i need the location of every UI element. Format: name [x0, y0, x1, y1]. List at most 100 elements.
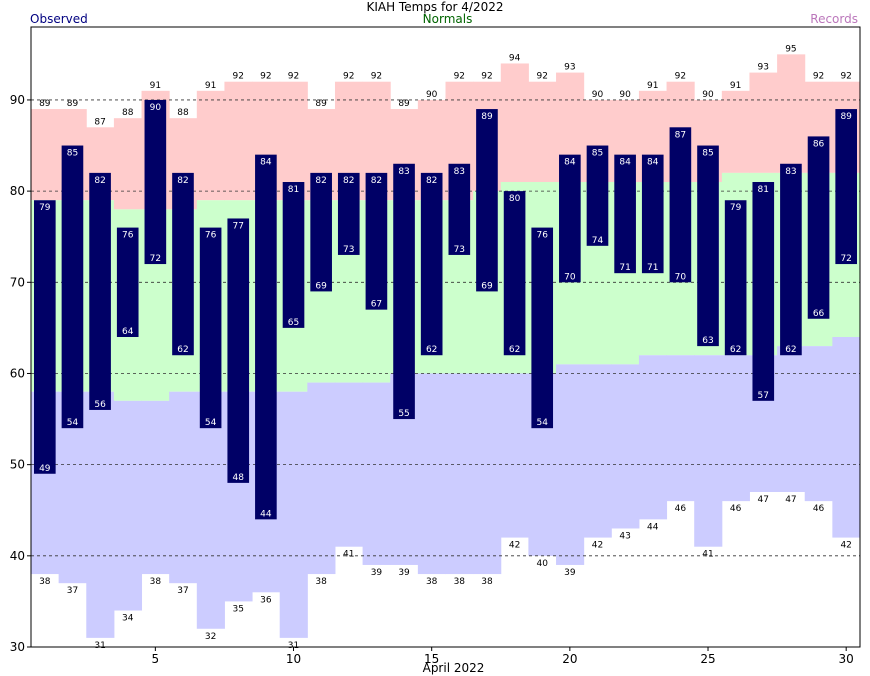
record-high-label: 89: [67, 99, 79, 109]
record-low-band: [445, 373, 474, 575]
observed-bar: [365, 172, 388, 310]
x-tick-label: 20: [562, 652, 577, 666]
observed-high-label: 85: [67, 149, 78, 159]
observed-bar: [337, 172, 360, 255]
record-high-band: [721, 90, 750, 173]
record-high-label: 87: [94, 117, 105, 127]
observed-high-label: 82: [371, 176, 382, 186]
observed-low-label: 48: [233, 473, 245, 483]
record-low-band: [638, 355, 668, 520]
observed-bar: [531, 227, 554, 429]
observed-bar: [61, 145, 84, 429]
record-low-band: [86, 391, 115, 638]
observed-high-label: 83: [454, 167, 465, 177]
record-low-band: [169, 391, 198, 584]
observed-high-label: 82: [94, 176, 105, 186]
record-high-label: 92: [260, 72, 271, 82]
observed-bar: [752, 182, 775, 401]
record-low-label: 38: [39, 577, 51, 587]
record-low-label: 39: [371, 568, 383, 578]
record-high-label: 95: [785, 44, 796, 54]
observed-low-label: 67: [371, 300, 382, 310]
observed-low-label: 72: [150, 254, 161, 264]
legend-observed: Observed: [30, 12, 88, 26]
observed-bar: [255, 154, 277, 520]
record-high-label: 92: [536, 72, 547, 82]
record-low-label: 41: [702, 550, 713, 560]
observed-bar: [172, 172, 194, 356]
observed-high-label: 87: [675, 130, 686, 140]
record-high-label: 89: [39, 99, 51, 109]
observed-bar: [697, 145, 719, 347]
record-high-band: [528, 81, 557, 182]
observed-low-label: 64: [122, 327, 134, 337]
observed-bar: [116, 227, 139, 337]
record-high-band: [31, 109, 60, 201]
record-low-band: [804, 346, 833, 502]
record-high-label: 92: [675, 72, 686, 82]
observed-high-label: 89: [481, 112, 493, 122]
observed-bar: [89, 172, 111, 410]
record-low-band: [307, 382, 336, 575]
observed-low-label: 49: [39, 464, 51, 474]
observed-low-label: 62: [177, 345, 188, 355]
record-high-label: 92: [233, 72, 244, 82]
record-high-label: 93: [758, 63, 769, 73]
record-low-label: 37: [67, 586, 78, 596]
record-high-label: 92: [813, 72, 824, 82]
observed-bar: [780, 163, 802, 356]
record-low-band: [113, 400, 143, 611]
y-tick-label: 90: [10, 93, 25, 107]
record-low-label: 31: [288, 641, 299, 651]
observed-low-label: 62: [785, 345, 796, 355]
plot-frame: [30, 26, 861, 648]
record-low-label: 42: [509, 541, 520, 551]
record-low-band: [777, 346, 806, 492]
record-low-label: 42: [592, 541, 603, 551]
observed-bar: [559, 154, 581, 283]
record-low-label: 36: [260, 595, 272, 605]
observed-high-label: 89: [840, 112, 852, 122]
x-tick-label: 5: [152, 652, 160, 666]
observed-low-label: 63: [702, 336, 713, 346]
record-low-label: 38: [454, 577, 466, 587]
record-low-band: [500, 373, 529, 538]
observed-high-label: 79: [730, 203, 742, 213]
observed-bar: [476, 109, 498, 292]
y-tick-label: 30: [10, 640, 25, 654]
observed-low-label: 66: [813, 309, 825, 319]
observed-low-label: 71: [647, 263, 658, 273]
record-high-label: 94: [509, 53, 521, 63]
record-high-label: 89: [398, 99, 410, 109]
observed-low-label: 54: [536, 418, 548, 428]
observed-high-label: 76: [122, 231, 134, 241]
observed-bar: [420, 172, 443, 356]
observed-high-label: 81: [288, 185, 299, 195]
observed-low-label: 74: [592, 236, 604, 246]
observed-low-label: 73: [454, 245, 465, 255]
observed-bar: [448, 163, 471, 255]
legend-records: Records: [810, 12, 858, 26]
observed-low-label: 54: [205, 418, 217, 428]
observed-low-label: 70: [675, 272, 687, 282]
observed-high-label: 85: [702, 149, 713, 159]
observed-low-label: 65: [288, 318, 299, 328]
x-tick-label: 15: [424, 652, 439, 666]
observed-low-label: 72: [840, 254, 851, 264]
observed-bar: [614, 154, 636, 274]
observed-bar: [282, 182, 305, 328]
observed-high-label: 82: [315, 176, 326, 186]
record-low-band: [611, 364, 640, 529]
record-low-label: 47: [758, 495, 769, 505]
record-low-label: 38: [150, 577, 162, 587]
record-low-band: [694, 355, 723, 547]
record-high-label: 90: [592, 90, 604, 100]
observed-high-label: 84: [619, 158, 631, 168]
record-high-label: 92: [840, 72, 851, 82]
observed-high-label: 82: [343, 176, 354, 186]
observed-high-label: 83: [785, 167, 796, 177]
observed-bar: [199, 227, 222, 429]
y-tick-label: 50: [10, 458, 25, 472]
observed-bar: [835, 109, 857, 265]
